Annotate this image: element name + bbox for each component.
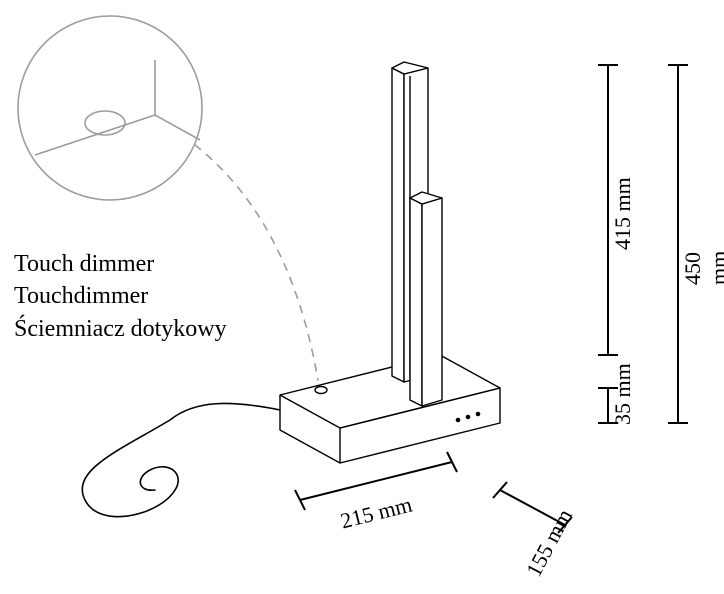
dim-total-height-text: 450 mm <box>680 241 724 285</box>
lamp-base <box>280 355 500 463</box>
front-column <box>410 192 442 406</box>
touch-dimmer-labels: Touch dimmer Touchdimmer Ściemniacz doty… <box>14 248 227 345</box>
label-pl: Ściemniacz dotykowy <box>14 313 227 345</box>
power-cable <box>82 403 280 516</box>
label-en: Touch dimmer <box>14 248 227 280</box>
detail-circle <box>18 16 202 200</box>
dim-base-height-text: 35 mm <box>610 363 636 425</box>
label-de: Touchdimmer <box>14 280 227 312</box>
dim-column-height-text: 415 mm <box>610 177 636 250</box>
